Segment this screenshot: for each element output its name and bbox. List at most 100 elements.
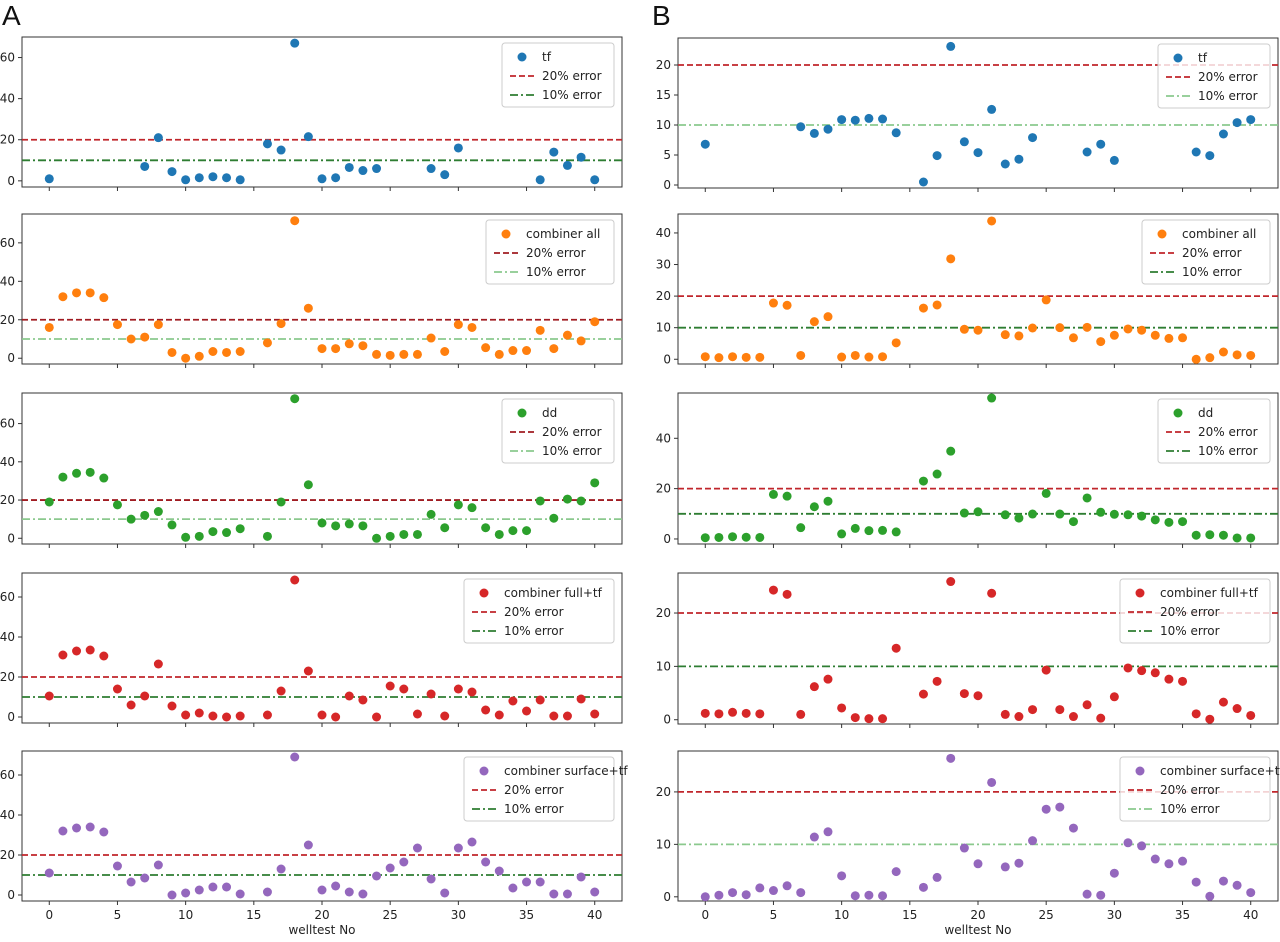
y-tick-label: 10 — [656, 837, 671, 851]
data-point — [99, 651, 109, 661]
data-point — [1055, 323, 1065, 333]
data-point — [344, 519, 354, 529]
data-point — [467, 322, 477, 332]
data-point — [809, 832, 819, 842]
data-point — [1205, 891, 1215, 901]
data-point — [1096, 890, 1106, 900]
data-point — [535, 695, 545, 705]
legend-box — [463, 756, 615, 822]
y-tick-label: 20 — [0, 313, 15, 327]
data-point — [700, 139, 710, 149]
data-point — [235, 889, 245, 899]
data-point — [1191, 877, 1201, 887]
data-point — [208, 172, 218, 182]
data-point — [112, 684, 122, 694]
data-point — [467, 687, 477, 697]
legend: combiner full+tf 20% error 10% error — [463, 578, 615, 644]
data-point — [918, 882, 928, 892]
data-point — [1246, 888, 1256, 898]
legend-label: 20% error — [1198, 425, 1258, 439]
data-point — [1096, 713, 1106, 723]
data-point — [1205, 530, 1215, 540]
data-point — [809, 128, 819, 138]
data-point — [576, 152, 586, 162]
data-point — [1096, 139, 1106, 149]
data-point — [1178, 676, 1188, 686]
data-point — [741, 532, 751, 542]
data-point — [262, 338, 272, 348]
data-point — [85, 288, 95, 298]
data-point — [1014, 712, 1024, 722]
data-point — [481, 857, 491, 867]
y-tick-label: 10 — [656, 321, 671, 335]
y-tick-label: 20 — [0, 493, 15, 507]
scatter-chart-a-0: 0 20 40 60 tf 20% error 10% error — [0, 36, 623, 191]
data-point — [590, 175, 600, 185]
data-point — [973, 325, 983, 335]
data-point — [126, 877, 136, 887]
legend-label: dd — [542, 406, 557, 420]
data-point — [946, 41, 956, 51]
x-tick-label: 25 — [1039, 908, 1054, 922]
data-point — [1218, 697, 1228, 707]
x-tick-label: 10 — [178, 908, 193, 922]
data-point — [399, 684, 409, 694]
data-point — [1246, 350, 1256, 360]
data-point — [1123, 663, 1133, 673]
x-tick-label: 15 — [246, 908, 261, 922]
data-point — [1150, 515, 1160, 525]
data-point — [194, 351, 204, 361]
data-point — [385, 681, 395, 691]
data-point — [1014, 331, 1024, 341]
data-point — [112, 320, 122, 330]
data-point — [181, 353, 191, 363]
y-tick-label: 40 — [0, 92, 15, 106]
data-point — [222, 712, 232, 722]
data-point — [959, 843, 969, 853]
legend: combiner all 20% error 10% error — [1141, 219, 1271, 285]
data-point — [181, 888, 191, 898]
data-point — [140, 691, 150, 701]
data-point — [167, 701, 177, 711]
data-point — [1028, 509, 1038, 519]
legend-label: 10% error — [1160, 624, 1220, 638]
y-tick-label: 0 — [663, 352, 671, 366]
legend-label: 10% error — [542, 444, 602, 458]
data-point — [1178, 856, 1188, 866]
legend-marker — [517, 52, 527, 62]
y-tick-label: 60 — [0, 417, 15, 431]
data-point — [1150, 330, 1160, 340]
legend: combiner surface+tf 20% error 10% error — [463, 756, 628, 822]
y-tick-label: 20 — [656, 482, 671, 496]
data-point — [1014, 513, 1024, 523]
y-tick-label: 60 — [0, 768, 15, 782]
data-point — [1109, 692, 1119, 702]
data-point — [1028, 133, 1038, 143]
data-point — [440, 888, 450, 898]
x-tick-label: 40 — [587, 908, 602, 922]
legend-label: 10% error — [1182, 265, 1242, 279]
data-point — [358, 166, 368, 176]
data-point — [878, 714, 888, 724]
data-point — [973, 148, 983, 158]
data-point — [728, 888, 738, 898]
data-point — [891, 128, 901, 138]
data-point — [1191, 709, 1201, 719]
data-point — [1191, 530, 1201, 540]
data-point — [126, 514, 136, 524]
data-point — [317, 174, 327, 184]
x-tick-label: 0 — [45, 908, 53, 922]
legend-label: 20% error — [542, 69, 602, 83]
y-tick-label: 30 — [656, 258, 671, 272]
data-point — [208, 882, 218, 892]
y-tick-label: 0 — [663, 890, 671, 904]
data-point — [303, 303, 313, 313]
data-point — [1096, 507, 1106, 517]
data-point — [290, 752, 300, 762]
data-point — [167, 890, 177, 900]
data-point — [1232, 118, 1242, 128]
y-tick-label: 60 — [0, 590, 15, 604]
data-point — [1218, 876, 1228, 886]
data-point — [290, 216, 300, 226]
x-tick-label: 10 — [834, 908, 849, 922]
